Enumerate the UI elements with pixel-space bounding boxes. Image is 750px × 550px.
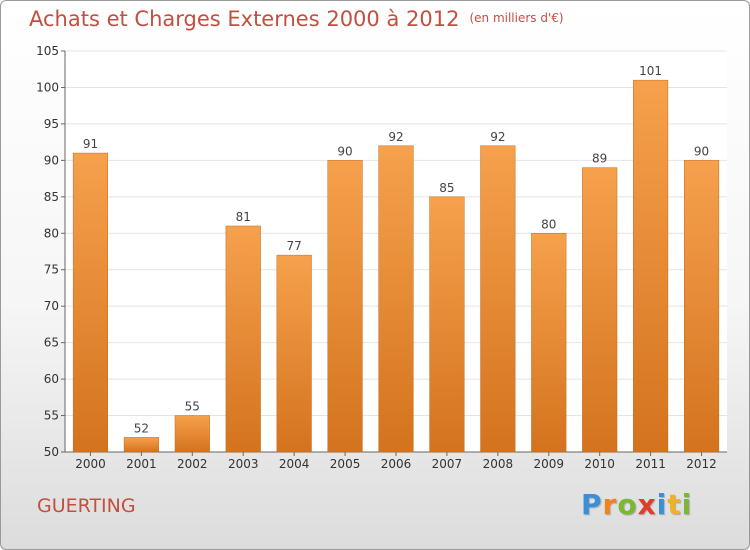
logo-letter: o: [617, 488, 638, 521]
data-label-2007: 85: [439, 181, 454, 195]
y-tick-label: 75: [44, 263, 59, 277]
data-label-2004: 77: [287, 239, 302, 253]
x-tick-label-2005: 2005: [330, 457, 361, 471]
bar-2006: [378, 145, 414, 453]
bar-2012: [683, 160, 720, 453]
chart-title-text: Achats et Charges Externes 2000 à 2012: [29, 7, 460, 31]
x-tick-label-2000: 2000: [75, 457, 106, 471]
bar-2000: [72, 152, 109, 453]
x-tick-label-2011: 2011: [635, 457, 666, 471]
bar-2008: [480, 145, 516, 453]
chart-title: Achats et Charges Externes 2000 à 2012 (e…: [29, 7, 564, 31]
bar-2002: [174, 415, 210, 453]
data-label-2009: 80: [541, 217, 556, 231]
bar-2010: [582, 167, 618, 453]
data-label-2006: 92: [388, 130, 403, 144]
x-tick-label-2001: 2001: [126, 457, 157, 471]
data-label-2012: 90: [694, 144, 709, 158]
y-tick-label: 55: [44, 409, 59, 423]
y-tick-label: 90: [44, 153, 59, 167]
y-tick-label: 95: [44, 117, 59, 131]
logo-letter: t: [667, 488, 682, 521]
chart-subtitle: (en milliers d'€): [469, 11, 564, 25]
y-tick-label: 100: [36, 80, 59, 94]
axes: 50 55 60 65 70 75 80 85 90 95 100 105 2000 2001 2002 20…: [36, 44, 727, 471]
bar-2003: [225, 225, 261, 453]
bar-2007: [429, 196, 465, 453]
x-tick-label-2008: 2008: [483, 457, 514, 471]
x-tick-label-2006: 2006: [381, 457, 412, 471]
x-tick-label-2009: 2009: [533, 457, 564, 471]
logo-letter: x: [637, 488, 657, 521]
proxiti-logo: Proxiti: [581, 488, 692, 521]
x-tick-label-2012: 2012: [686, 457, 717, 471]
data-label-2002: 55: [185, 400, 200, 414]
y-tick-label: 50: [44, 445, 59, 459]
place-name: GUERTING: [37, 495, 136, 517]
x-tick-label-2007: 2007: [432, 457, 463, 471]
y-tick-label: 85: [44, 190, 59, 204]
x-tick-label-2003: 2003: [228, 457, 259, 471]
logo-letter: i: [681, 488, 693, 521]
y-tick-label: 80: [44, 226, 59, 240]
y-tick-label: 105: [36, 44, 59, 58]
data-label-2003: 81: [236, 210, 251, 224]
logo-letter: P: [581, 488, 603, 521]
logo-letter: i: [656, 488, 668, 521]
y-tick-label: 65: [44, 336, 59, 350]
y-tick-label: 60: [44, 372, 59, 386]
data-label-2005: 90: [337, 144, 352, 158]
data-label-2010: 89: [592, 152, 607, 166]
x-tick-label-2004: 2004: [279, 457, 310, 471]
data-label-2001: 52: [134, 421, 149, 435]
y-tick-label: 70: [44, 299, 59, 313]
bar-2011: [633, 79, 669, 453]
bar-2005: [327, 160, 363, 453]
logo-letter: r: [602, 488, 618, 521]
data-labels: 91 52 55 81 77 90 92 85 92 80 89 101 90: [83, 64, 709, 435]
bar-2004: [276, 254, 312, 453]
data-label-2008: 92: [490, 130, 505, 144]
bar-2001: [123, 437, 159, 453]
x-tick-label-2002: 2002: [177, 457, 208, 471]
bar-2009: [531, 233, 567, 453]
bars: [72, 79, 720, 453]
data-label-2000: 91: [83, 137, 98, 151]
x-tick-label-2010: 2010: [584, 457, 615, 471]
data-label-2011: 101: [639, 64, 662, 78]
